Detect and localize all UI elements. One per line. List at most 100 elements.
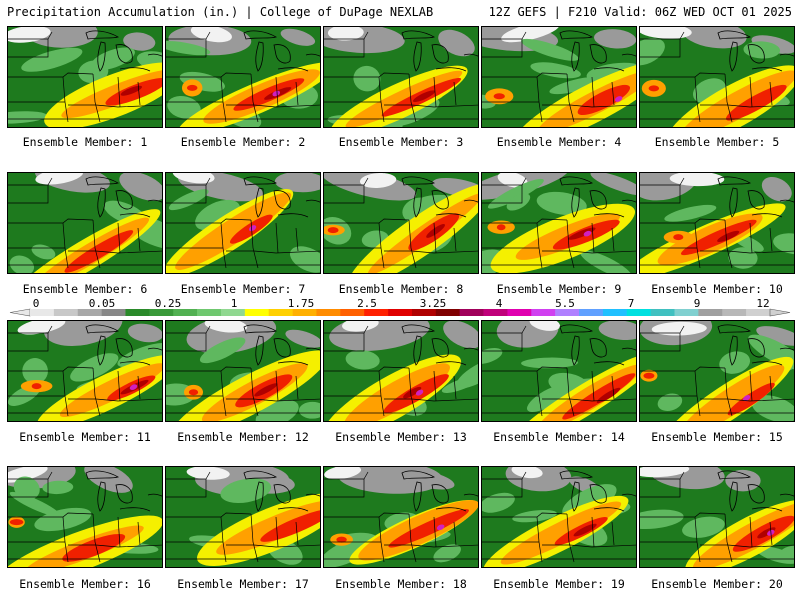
light-precip — [8, 111, 48, 124]
dry-area — [43, 321, 123, 347]
dry-area — [598, 321, 636, 340]
light-precip — [482, 492, 515, 513]
state-border — [275, 76, 279, 108]
colorbar-tick-label: 0.05 — [88, 297, 116, 310]
state-border — [250, 73, 259, 123]
precip-core — [573, 523, 597, 537]
dry-area — [669, 173, 725, 187]
state-border — [482, 478, 523, 498]
colorbar-swatch — [698, 309, 723, 316]
precip-colorbar — [9, 308, 791, 317]
precip-spot — [496, 224, 506, 231]
light-precip — [298, 401, 320, 419]
lake-erie — [119, 361, 151, 366]
member-label: Ensemble Member: 4 — [496, 135, 622, 149]
precip-field — [640, 321, 794, 421]
state-border — [250, 219, 259, 269]
member-label: Ensemble Member: 17 — [177, 577, 309, 591]
precip-core — [717, 230, 740, 243]
lake-erie — [751, 361, 783, 366]
lake-ontario — [779, 53, 794, 57]
state-border — [521, 31, 527, 40]
dry-area — [640, 467, 690, 478]
lake-huron — [115, 484, 133, 504]
precip-band — [500, 501, 622, 565]
lake-superior — [243, 30, 277, 40]
lake-michigan — [97, 187, 106, 218]
state-border — [640, 366, 726, 372]
precip-field — [324, 321, 478, 421]
colorbar-swatch — [411, 309, 437, 316]
dry-area — [190, 27, 232, 43]
lake-huron — [115, 44, 133, 64]
lake-ontario — [463, 199, 478, 203]
state-border — [275, 370, 279, 402]
precip-core — [596, 387, 621, 404]
light-precip — [433, 544, 461, 563]
ensemble-map-2 — [165, 26, 321, 128]
lake-huron — [431, 190, 449, 210]
precip-band — [388, 509, 469, 548]
light-precip — [78, 60, 109, 84]
state-border — [250, 513, 259, 563]
state-border — [640, 218, 726, 224]
precip-field — [8, 27, 162, 127]
state-border — [433, 370, 437, 402]
state-border — [166, 395, 320, 402]
precip-band — [175, 192, 292, 270]
precip-field — [640, 27, 794, 127]
state-border — [640, 478, 681, 498]
light-precip — [773, 233, 794, 255]
dry-area — [497, 173, 528, 188]
lake-huron — [589, 44, 607, 64]
lake-ontario — [621, 347, 636, 351]
colorbar-tick-label: 3.25 — [419, 297, 447, 310]
state-border — [724, 513, 733, 563]
ensemble-map-13 — [323, 320, 479, 422]
ensemble-map-4 — [481, 26, 637, 128]
state-border — [324, 247, 478, 254]
colorbar-swatch — [531, 309, 556, 316]
precip-core — [426, 224, 445, 238]
colorbar-tick-label: 5.5 — [555, 297, 575, 310]
state-border — [295, 81, 299, 106]
state-border — [295, 521, 299, 546]
colorbar-tick-label: 2.5 — [357, 297, 377, 310]
light-precip — [751, 395, 794, 421]
state-border — [482, 101, 636, 108]
colorbar-swatch — [340, 309, 365, 316]
colorbar-tick-label: 12 — [756, 297, 770, 310]
state-border — [205, 325, 211, 334]
state-border — [166, 366, 252, 372]
lake-superior — [401, 30, 435, 40]
member-label: Ensemble Member: 20 — [651, 577, 783, 591]
colorbar-swatch — [674, 309, 699, 316]
state-border — [363, 471, 369, 480]
lake-michigan — [413, 481, 422, 512]
state-border — [137, 81, 141, 106]
lake-ontario — [621, 493, 636, 497]
lake-superior — [401, 470, 435, 480]
state-border — [8, 332, 49, 352]
dry-area — [274, 173, 320, 193]
state-border — [117, 370, 121, 402]
lake-michigan — [729, 335, 738, 366]
precip-core — [120, 85, 142, 96]
lake-michigan — [255, 335, 264, 366]
lake-michigan — [571, 335, 580, 366]
state-border — [482, 332, 523, 352]
dry-area — [640, 27, 692, 39]
precip-field — [324, 173, 478, 273]
state-border — [166, 72, 252, 78]
lake-superior — [401, 176, 435, 186]
member-label: Ensemble Member: 6 — [22, 282, 148, 296]
dry-area — [186, 467, 230, 480]
state-border — [611, 81, 615, 106]
state-border — [324, 395, 478, 402]
colorbar-swatch — [101, 309, 126, 316]
colorbar-swatch — [53, 309, 79, 316]
lake-huron — [431, 44, 449, 64]
member-label: Ensemble Member: 14 — [493, 430, 625, 444]
lake-huron — [431, 484, 449, 504]
state-border — [566, 73, 575, 123]
